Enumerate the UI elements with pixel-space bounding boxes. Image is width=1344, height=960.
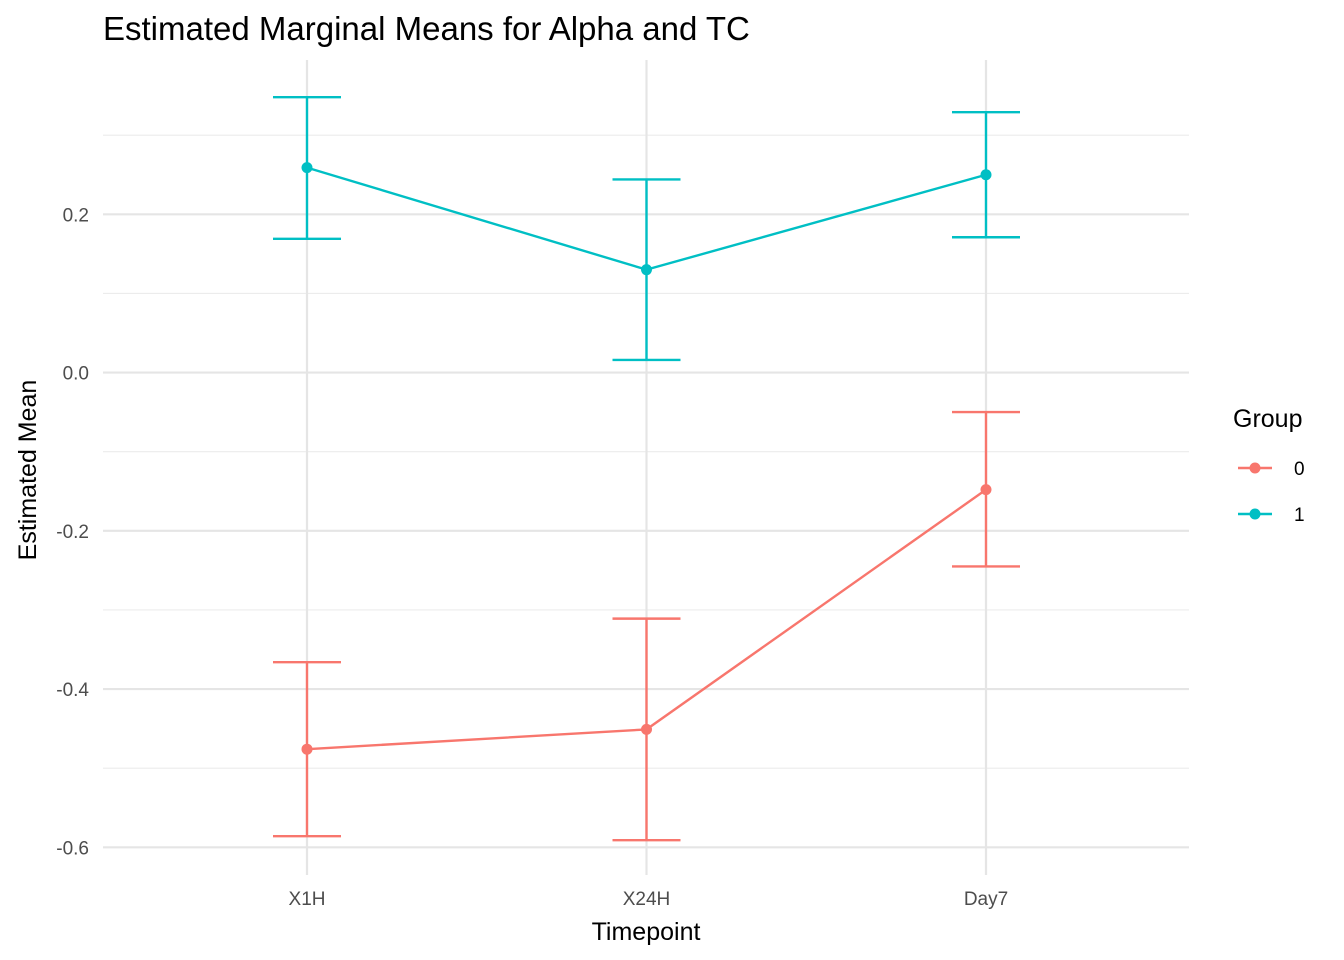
data-point [301, 162, 313, 174]
legend-item-0: 0 [1238, 459, 1305, 480]
y-tick-label: -0.4 [56, 680, 89, 701]
x-tick-label: Day7 [964, 889, 1008, 910]
legend-label: 0 [1294, 459, 1305, 480]
data-point [641, 264, 652, 276]
y-tick-label: -0.2 [56, 522, 89, 543]
y-tick-label: 0.2 [63, 205, 89, 226]
x-axis-ticks: X1H X24H Day7 [289, 889, 1009, 910]
data-point [980, 169, 992, 181]
series-group-1 [273, 95, 1020, 362]
y-tick-label: 0.0 [63, 364, 89, 385]
legend-items: 01 [1238, 459, 1305, 526]
y-tick-label: -0.6 [56, 838, 89, 859]
legend-item-1: 1 [1238, 505, 1305, 526]
y-axis-ticks: 0.2 0.0 -0.2 -0.4 -0.6 [56, 205, 89, 859]
legend-label: 1 [1294, 505, 1305, 526]
legend-key-point [1249, 462, 1261, 474]
legend-key-point [1249, 508, 1261, 520]
data-point [980, 484, 992, 496]
data-series [273, 95, 1020, 842]
legend: Group 01 [1233, 405, 1305, 526]
chart-title: Estimated Marginal Means for Alpha and T… [103, 10, 750, 47]
legend-title: Group [1233, 405, 1302, 433]
x-axis-title: Timepoint [592, 918, 701, 946]
y-axis-title: Estimated Mean [14, 380, 42, 561]
x-tick-label: X24H [623, 889, 671, 910]
data-point [641, 723, 652, 735]
x-tick-label: X1H [289, 889, 326, 910]
series-group-0 [273, 410, 1020, 842]
data-point [301, 743, 313, 755]
